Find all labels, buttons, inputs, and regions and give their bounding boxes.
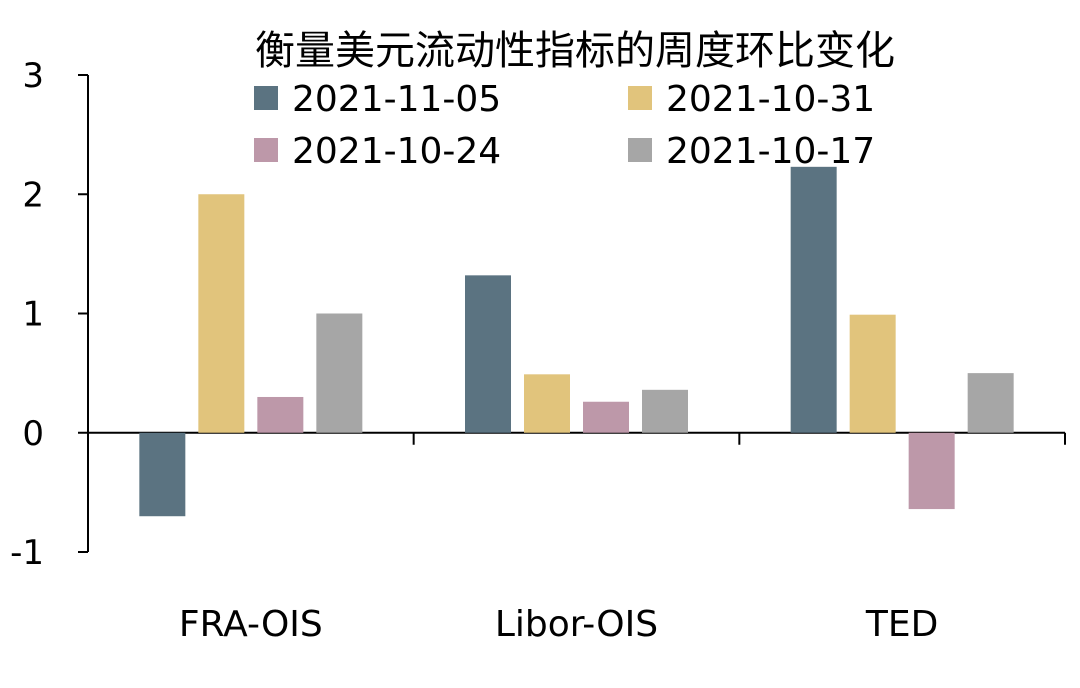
bar [316,313,363,433]
bar [139,432,186,517]
bar [257,396,304,433]
legend-label: 2021-10-31 [666,79,875,120]
legend-swatch [628,138,652,162]
y-tick-label: -1 [10,533,44,573]
legend-swatch [254,86,278,110]
legend-label: 2021-10-24 [292,131,501,172]
bar [967,373,1014,433]
x-category-label: FRA-OIS [179,604,323,645]
x-axis: FRA-OIS Libor-OIS TED [88,431,1066,645]
chart-title: 衡量美元流动性指标的周度环比变化 [255,28,895,74]
x-category-label: Libor-OIS [495,604,658,645]
bar [790,166,837,433]
legend-label: 2021-11-05 [292,79,501,120]
x-category-label: TED [865,604,938,645]
y-axis: -1 0 1 2 3 [10,56,89,573]
legend: 2021-11-05 2021-10-31 2021-10-24 2021-10-17 [254,79,875,172]
bar [908,432,955,510]
legend-swatch [628,86,652,110]
bar [524,374,570,433]
y-tick-label: 0 [22,414,44,454]
y-tick-label: 3 [22,56,44,96]
legend-label: 2021-10-17 [666,131,875,172]
bars [139,166,1014,517]
bar [465,275,511,433]
bar [198,194,245,433]
y-tick-label: 1 [22,295,44,335]
bar [849,314,896,433]
bar [642,389,688,433]
bar [583,401,629,433]
legend-swatch [254,138,278,162]
y-tick-label: 2 [22,175,44,215]
